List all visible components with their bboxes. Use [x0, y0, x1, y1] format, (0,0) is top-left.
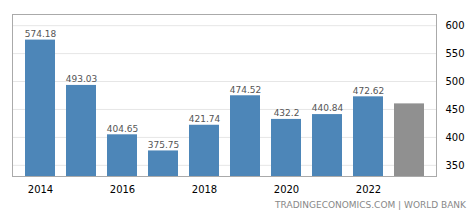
- svg-text:450: 450: [446, 104, 465, 115]
- svg-text:400: 400: [446, 132, 465, 143]
- svg-text:474.52: 474.52: [230, 85, 262, 95]
- svg-text:472.62: 472.62: [353, 86, 385, 96]
- svg-text:421.74: 421.74: [189, 114, 221, 124]
- svg-text:440.84: 440.84: [312, 103, 344, 113]
- svg-text:2016: 2016: [110, 184, 135, 195]
- svg-text:2014: 2014: [28, 184, 53, 195]
- html-text:TRADINGECONOMICS.COM | WORLD B: TRADINGECONOMICS.COM | WORLD BANK: [275, 200, 466, 210]
- svg-text:574.18: 574.18: [25, 29, 57, 39]
- svg-text:500: 500: [446, 76, 465, 87]
- svg-text:350: 350: [446, 160, 465, 171]
- svg-text:550: 550: [446, 48, 465, 59]
- svg-text:600: 600: [446, 20, 465, 31]
- svg-text:2020: 2020: [274, 184, 299, 195]
- svg-text:2018: 2018: [192, 184, 217, 195]
- svg-text:2022: 2022: [356, 184, 381, 195]
- svg-text:432.2: 432.2: [274, 108, 300, 118]
- svg-text:493.03: 493.03: [66, 74, 98, 84]
- svg-text:404.65: 404.65: [107, 124, 139, 134]
- svg-text:375.75: 375.75: [148, 140, 180, 150]
